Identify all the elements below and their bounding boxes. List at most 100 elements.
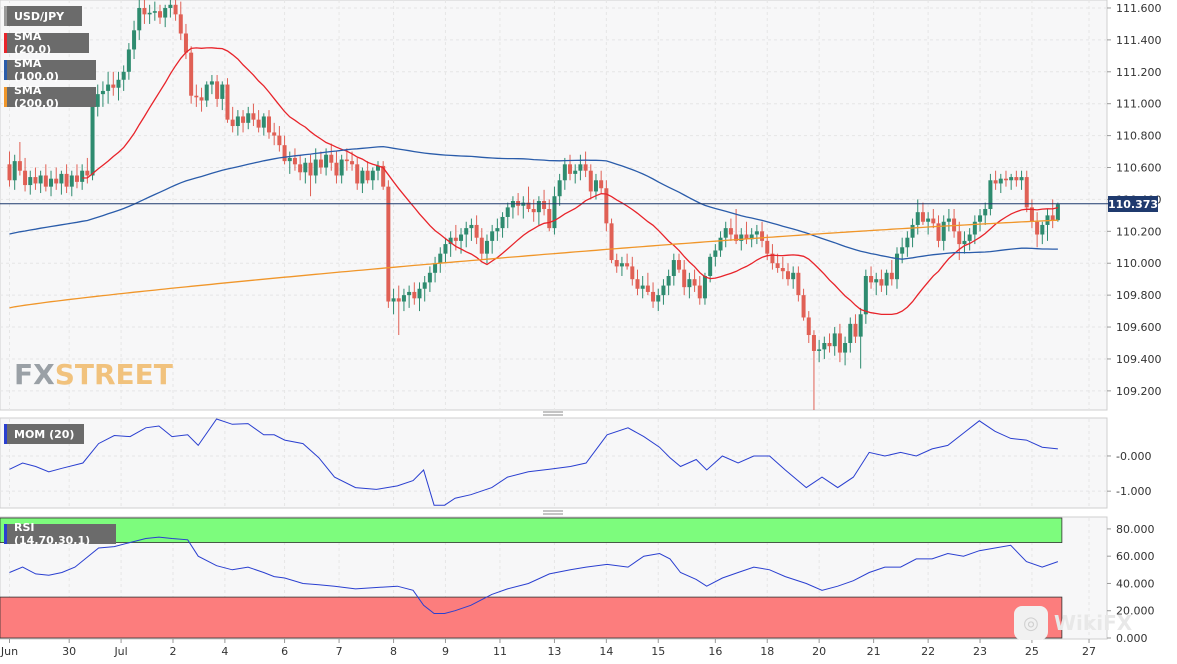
candle-body-164 (858, 314, 863, 337)
candle-91 (479, 228, 484, 261)
candle-180 (941, 215, 946, 251)
candle-body-48 (256, 119, 261, 128)
candle-body-25 (137, 7, 142, 31)
candle-165 (863, 269, 868, 324)
candle-11 (64, 164, 69, 194)
candle-189 (988, 173, 993, 216)
panel-divider-2[interactable] (543, 510, 563, 515)
candle-body-15 (85, 170, 90, 176)
candle-body-125 (656, 295, 661, 302)
watermark-text: WikiFX (1054, 611, 1133, 635)
candle-132 (692, 269, 697, 292)
y-tick-rsi-1: 60.000 (1116, 550, 1155, 563)
candle-body-26 (142, 7, 147, 15)
candle-body-30 (163, 7, 168, 18)
candle-56 (298, 154, 303, 181)
x-tick-13: 16 (708, 645, 722, 658)
candle-body-85 (448, 237, 453, 245)
candle-body-138 (723, 228, 728, 238)
candle-184 (962, 231, 967, 254)
legend-mom-label: MOM (20) (14, 427, 75, 441)
candle-body-130 (682, 269, 687, 288)
candle-body-55 (292, 157, 297, 165)
y-tick-price-9: 109.800 (1116, 289, 1162, 302)
candle-89 (469, 218, 474, 241)
candle-90 (474, 215, 479, 245)
candle-body-169 (884, 272, 889, 286)
y-tick-price-12: 109.200 (1116, 385, 1162, 398)
candle-105 (552, 186, 557, 235)
candle-body-190 (993, 180, 998, 184)
candle-body-62 (329, 154, 334, 163)
candle-body-158 (827, 342, 832, 347)
candle-88 (464, 221, 469, 248)
candle-59 (313, 148, 318, 184)
legend-sma100[interactable]: SMA (100,0) (4, 57, 96, 83)
candle-body-11 (64, 173, 69, 187)
last-price-tag: 110.373 (1107, 196, 1159, 212)
candle-body-143 (749, 234, 754, 240)
legend-sma200[interactable]: SMA (200,0) (4, 84, 96, 110)
candle-42 (225, 78, 230, 123)
y-tick-price-7: 110.200 (1116, 225, 1162, 238)
candle-3 (23, 157, 28, 192)
candle-71 (375, 161, 380, 181)
x-tick-8: 9 (442, 645, 449, 658)
candle-body-0 (7, 164, 12, 181)
candle-72 (381, 161, 386, 190)
legend-rsi[interactable]: RSI (14,70,30,1) (4, 521, 116, 547)
candle-31 (168, 0, 173, 18)
y-tick-rsi-4: 0.000 (1116, 632, 1148, 645)
logo-street: STREET (54, 358, 173, 391)
candle-body-16 (90, 106, 95, 176)
panel-divider-1[interactable] (543, 411, 563, 416)
candle-145 (760, 221, 765, 248)
candle-171 (894, 247, 899, 289)
candle-body-118 (619, 263, 624, 267)
candle-body-86 (453, 237, 458, 241)
candle-16 (90, 95, 95, 181)
y-tick-price-10: 109.600 (1116, 321, 1162, 334)
candle-6 (38, 170, 43, 194)
candle-4 (28, 170, 33, 195)
candle-164 (858, 307, 863, 369)
candle-32 (173, 0, 178, 21)
candle-26 (142, 0, 147, 24)
candle-body-5 (33, 177, 38, 184)
candle-body-89 (469, 224, 474, 229)
candle-198 (1035, 212, 1040, 248)
candle-body-111 (583, 164, 588, 171)
x-tick-17: 22 (921, 645, 935, 658)
legend-sma20-swatch (4, 33, 7, 53)
candle-106 (557, 173, 562, 206)
x-tick-4: 4 (221, 645, 228, 658)
candles (7, 0, 1060, 410)
candle-160 (837, 323, 842, 363)
legend-sma20[interactable]: SMA (20,0) (4, 30, 89, 56)
logo-fx: FX (14, 358, 55, 391)
candle-body-174 (910, 224, 915, 238)
candle-body-198 (1035, 221, 1040, 235)
x-tick-5: 6 (281, 645, 288, 658)
candle-body-137 (718, 237, 723, 251)
candle-body-32 (173, 4, 178, 15)
candle-body-146 (765, 240, 770, 254)
x-tick-2: Jul (113, 645, 127, 658)
candle-127 (666, 269, 671, 296)
candle-2 (17, 141, 22, 176)
candle-body-76 (401, 295, 406, 302)
x-tick-7: 8 (390, 645, 397, 658)
candle-1 (12, 154, 17, 190)
candle-25 (137, 0, 142, 40)
candle-128 (671, 253, 676, 286)
legend-rsi-label: RSI (14,70,30,1) (14, 521, 91, 547)
candle-body-153 (801, 295, 806, 318)
y-tick-rsi-3: 20.000 (1116, 605, 1155, 618)
candle-body-177 (926, 218, 931, 222)
candle-50 (267, 110, 271, 139)
legend-symbol[interactable]: USD/JPY (4, 6, 82, 26)
legend-mom[interactable]: MOM (20) (4, 424, 84, 444)
y-tick-mom-1: -1.000 (1116, 485, 1151, 498)
candle-body-35 (189, 52, 194, 96)
candle-202 (1055, 202, 1060, 222)
